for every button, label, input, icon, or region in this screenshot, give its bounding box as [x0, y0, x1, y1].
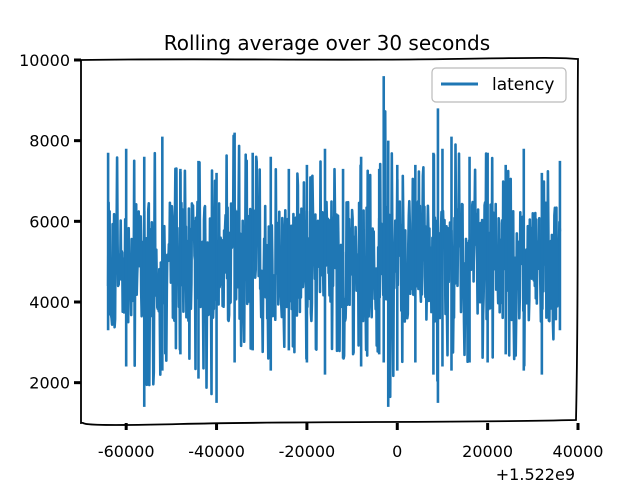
series-latency-line	[106, 110, 562, 399]
x-tick-label: 40000	[553, 442, 604, 461]
chart-title: Rolling average over 30 seconds	[164, 31, 490, 55]
x-axis-offset-label: +1.522e9	[496, 465, 575, 480]
plot-frame	[79, 56, 579, 426]
y-tick-label: 4000	[29, 293, 70, 312]
legend-label-latency: latency	[492, 75, 554, 95]
y-tick-label: 6000	[29, 212, 70, 231]
y-axis: 2000 4000 6000 8000 10000	[19, 51, 81, 393]
y-tick-label: 10000	[19, 51, 70, 70]
y-tick-label: 8000	[29, 132, 70, 151]
legend-box	[431, 67, 567, 103]
x-tick-label: 20000	[462, 442, 513, 461]
y-tick-label: 2000	[29, 374, 70, 393]
legend: latency	[431, 67, 567, 103]
plot-area	[106, 76, 562, 407]
x-tick-label: -20000	[279, 442, 336, 461]
x-axis: -60000 -40000 -20000 0 20000 40000	[98, 423, 604, 461]
x-tick-label: -40000	[188, 442, 245, 461]
x-tick-label: -60000	[98, 442, 155, 461]
x-tick-label: 0	[392, 442, 402, 461]
